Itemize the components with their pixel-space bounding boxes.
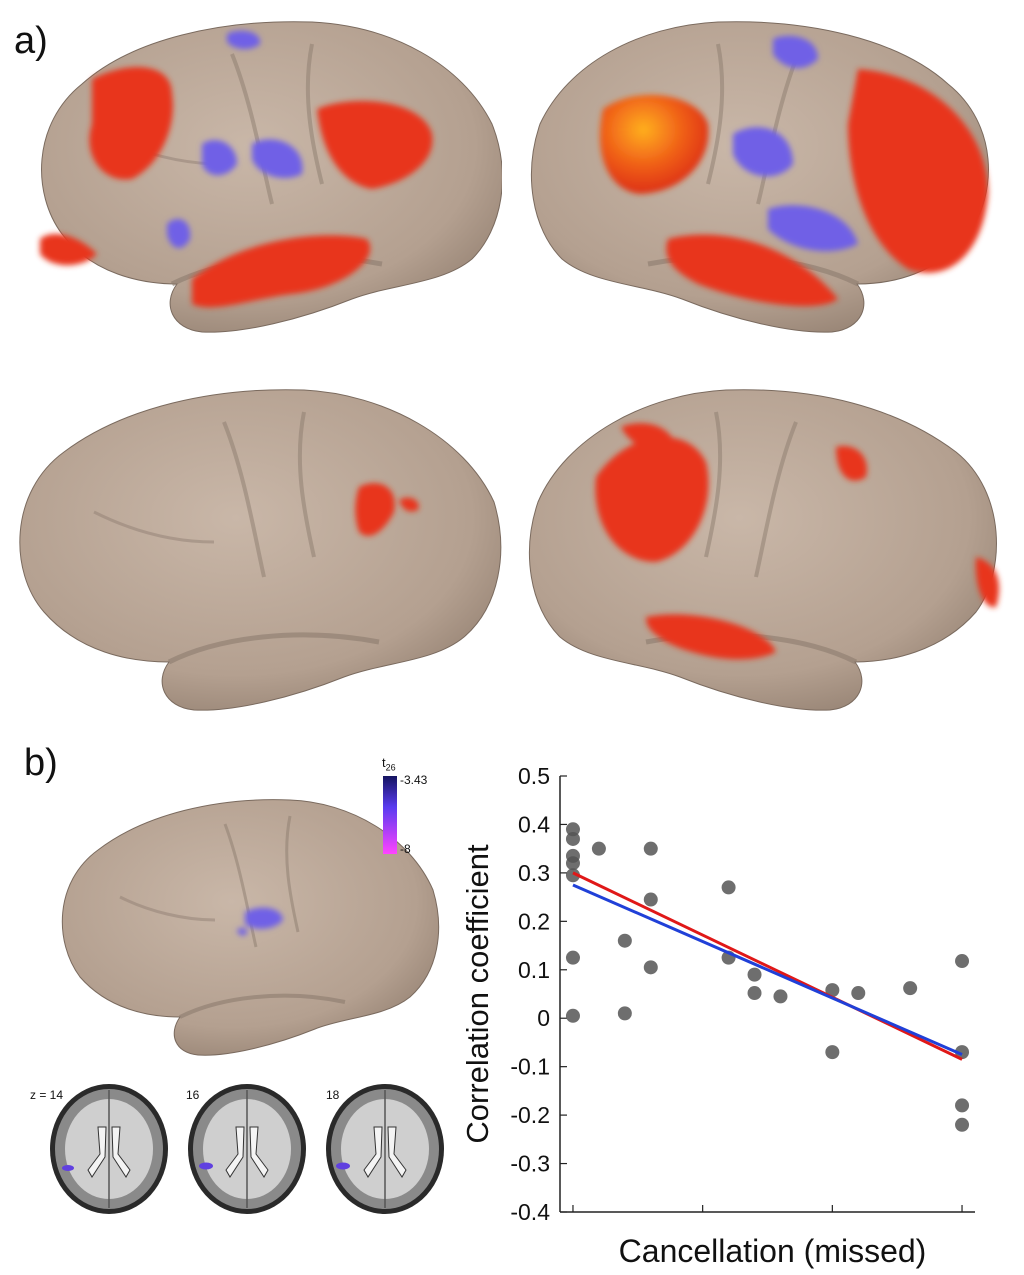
y-tick-label: -0.1: [510, 1054, 550, 1080]
data-point: [747, 967, 762, 982]
brain-lateral-left-top: [40, 21, 502, 333]
data-point: [591, 841, 606, 856]
axial-slice-3: [326, 1084, 444, 1214]
data-point: [565, 856, 580, 871]
data-point: [851, 986, 866, 1001]
axial-slice-1: [50, 1084, 168, 1214]
brain-lateral-left-bottom: [19, 389, 502, 711]
data-point: [643, 892, 658, 907]
y-tick-label: 0.4: [518, 811, 550, 837]
data-point: [955, 954, 970, 969]
y-tick-label: 0.2: [518, 908, 550, 934]
panel-label-b: b): [24, 742, 58, 784]
data-point: [955, 1045, 970, 1060]
panel-label-a: a): [14, 20, 48, 62]
slice-label-1: z = 14: [30, 1088, 64, 1102]
colorbar-top-value: -3.43: [400, 773, 428, 787]
data-point: [825, 983, 840, 998]
data-point: [903, 981, 918, 996]
slice-label-2: 16: [186, 1088, 200, 1102]
colorbar: [383, 776, 397, 854]
y-ticks: 0.5 0.4 0.3 0.2 0.1 0 -0.1 -0.2 -0.3 -0.4: [510, 763, 567, 1225]
data-point: [747, 986, 762, 1001]
brain-lateral-right-top: [531, 21, 989, 333]
y-axis-label: Correlation coefficient: [460, 844, 495, 1144]
y-tick-label: 0.1: [518, 957, 550, 983]
data-point: [565, 950, 580, 965]
brain-lateral-panel-b: [61, 799, 440, 1056]
data-point: [721, 880, 736, 895]
fit-line: [572, 883, 963, 1056]
data-point: [617, 1006, 632, 1021]
data-point: [565, 831, 580, 846]
colorbar-bottom-value: -8: [400, 842, 411, 856]
brain-lateral-right-bottom: [529, 389, 1000, 711]
data-point: [617, 933, 632, 948]
y-tick-label: 0: [537, 1005, 550, 1031]
y-tick-label: -0.3: [510, 1151, 550, 1177]
fit-line: [572, 871, 963, 1061]
colorbar-title: t26: [382, 755, 396, 773]
data-point: [643, 841, 658, 856]
data-point: [825, 1045, 840, 1060]
data-point: [643, 960, 658, 975]
data-point: [955, 1117, 970, 1132]
data-point: [773, 989, 788, 1004]
data-point: [565, 868, 580, 883]
fit-lines: [572, 871, 963, 1061]
chart-axes: [559, 776, 975, 1213]
y-tick-label: 0.5: [518, 763, 550, 789]
data-points: [565, 822, 970, 1132]
slice-label-3: 18: [326, 1088, 340, 1102]
y-tick-label: -0.4: [510, 1199, 550, 1225]
y-tick-label: 0.3: [518, 860, 550, 886]
y-tick-label: -0.2: [510, 1102, 550, 1128]
x-axis-label: Cancellation (missed): [619, 1233, 927, 1269]
axial-slice-2: [188, 1084, 306, 1214]
x-ticks: [572, 1205, 963, 1212]
data-point: [565, 822, 580, 837]
data-point: [955, 1098, 970, 1113]
scatter-chart: 0.5 0.4 0.3 0.2 0.1 0 -0.1 -0.2 -0.3 -0.4 Correla…: [460, 763, 975, 1269]
data-point: [565, 1008, 580, 1023]
